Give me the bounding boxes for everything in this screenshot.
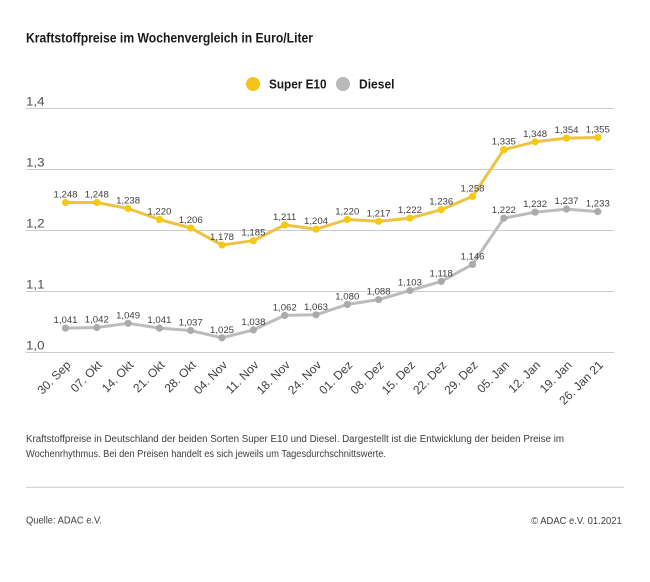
svg-text:15. Dez: 15. Dez bbox=[379, 358, 418, 397]
svg-text:07. Okt: 07. Okt bbox=[68, 358, 106, 396]
svg-text:1,220: 1,220 bbox=[335, 207, 359, 218]
svg-text:1,4: 1,4 bbox=[26, 95, 45, 109]
svg-text:1,037: 1,037 bbox=[179, 318, 203, 329]
svg-text:1,041: 1,041 bbox=[147, 315, 171, 326]
svg-text:1,1: 1,1 bbox=[26, 278, 45, 292]
svg-text:1,041: 1,041 bbox=[53, 315, 77, 326]
svg-text:1,062: 1,062 bbox=[273, 302, 297, 313]
svg-text:1,233: 1,233 bbox=[586, 199, 610, 210]
svg-text:1,258: 1,258 bbox=[460, 183, 484, 194]
svg-text:1,222: 1,222 bbox=[398, 205, 422, 216]
svg-text:24. Nov: 24. Nov bbox=[285, 358, 324, 397]
svg-text:1,238: 1,238 bbox=[116, 196, 140, 207]
svg-text:1,206: 1,206 bbox=[179, 215, 203, 226]
svg-text:1,178: 1,178 bbox=[210, 232, 234, 243]
svg-text:1,063: 1,063 bbox=[304, 302, 328, 313]
svg-text:1,049: 1,049 bbox=[116, 310, 140, 321]
svg-text:Super E10: Super E10 bbox=[269, 78, 327, 92]
svg-text:1,3: 1,3 bbox=[26, 156, 45, 170]
svg-text:© ADAC e.V. 01.2021: © ADAC e.V. 01.2021 bbox=[531, 516, 622, 527]
svg-text:08. Dez: 08. Dez bbox=[348, 358, 387, 397]
svg-text:Quelle: ADAC e.V.: Quelle: ADAC e.V. bbox=[26, 516, 102, 527]
svg-text:1,248: 1,248 bbox=[53, 190, 77, 201]
svg-text:1,080: 1,080 bbox=[335, 291, 359, 302]
svg-text:1,088: 1,088 bbox=[367, 287, 391, 298]
svg-text:1,217: 1,217 bbox=[367, 208, 391, 219]
svg-text:1,2: 1,2 bbox=[26, 217, 45, 231]
svg-text:12. Jan: 12. Jan bbox=[505, 358, 543, 396]
svg-text:1,042: 1,042 bbox=[85, 315, 109, 326]
svg-text:1,335: 1,335 bbox=[492, 137, 516, 148]
svg-text:1,232: 1,232 bbox=[523, 199, 547, 210]
svg-text:30. Sep: 30. Sep bbox=[34, 358, 73, 397]
svg-text:18. Nov: 18. Nov bbox=[254, 358, 293, 397]
svg-text:1,0: 1,0 bbox=[26, 339, 45, 353]
svg-text:11. Nov: 11. Nov bbox=[223, 358, 262, 397]
svg-text:04. Nov: 04. Nov bbox=[191, 358, 230, 397]
svg-text:05. Jan: 05. Jan bbox=[474, 358, 512, 396]
svg-text:1,025: 1,025 bbox=[210, 325, 234, 336]
svg-text:21. Okt: 21. Okt bbox=[130, 358, 168, 396]
svg-text:1,204: 1,204 bbox=[304, 216, 329, 227]
svg-text:29. Dez: 29. Dez bbox=[441, 358, 480, 397]
svg-text:Wochenrhythmus. Bei den Preise: Wochenrhythmus. Bei den Preisen handelt … bbox=[26, 449, 386, 460]
svg-text:01. Dez: 01. Dez bbox=[316, 358, 355, 397]
svg-text:1,103: 1,103 bbox=[398, 278, 422, 289]
svg-text:1,222: 1,222 bbox=[492, 205, 516, 216]
svg-text:1,348: 1,348 bbox=[523, 129, 547, 140]
svg-text:1,237: 1,237 bbox=[554, 196, 578, 207]
svg-text:1,038: 1,038 bbox=[241, 317, 265, 328]
svg-text:1,211: 1,211 bbox=[273, 212, 296, 223]
svg-text:22. Dez: 22. Dez bbox=[410, 358, 449, 397]
svg-text:1,220: 1,220 bbox=[147, 207, 171, 218]
svg-text:1,118: 1,118 bbox=[430, 268, 453, 279]
svg-text:Kraftstoffpreise im Wochenverg: Kraftstoffpreise im Wochenvergleich in E… bbox=[26, 31, 314, 46]
svg-text:1,185: 1,185 bbox=[241, 228, 265, 239]
svg-text:Kraftstoffpreise in Deutschlan: Kraftstoffpreise in Deutschland der beid… bbox=[26, 434, 564, 445]
svg-text:1,354: 1,354 bbox=[554, 125, 579, 136]
svg-text:1,355: 1,355 bbox=[586, 125, 610, 136]
svg-text:1,248: 1,248 bbox=[85, 190, 109, 201]
svg-text:14. Okt: 14. Okt bbox=[99, 358, 137, 396]
svg-text:1,146: 1,146 bbox=[460, 251, 484, 262]
svg-text:Diesel: Diesel bbox=[359, 78, 395, 92]
svg-text:1,236: 1,236 bbox=[429, 197, 453, 208]
